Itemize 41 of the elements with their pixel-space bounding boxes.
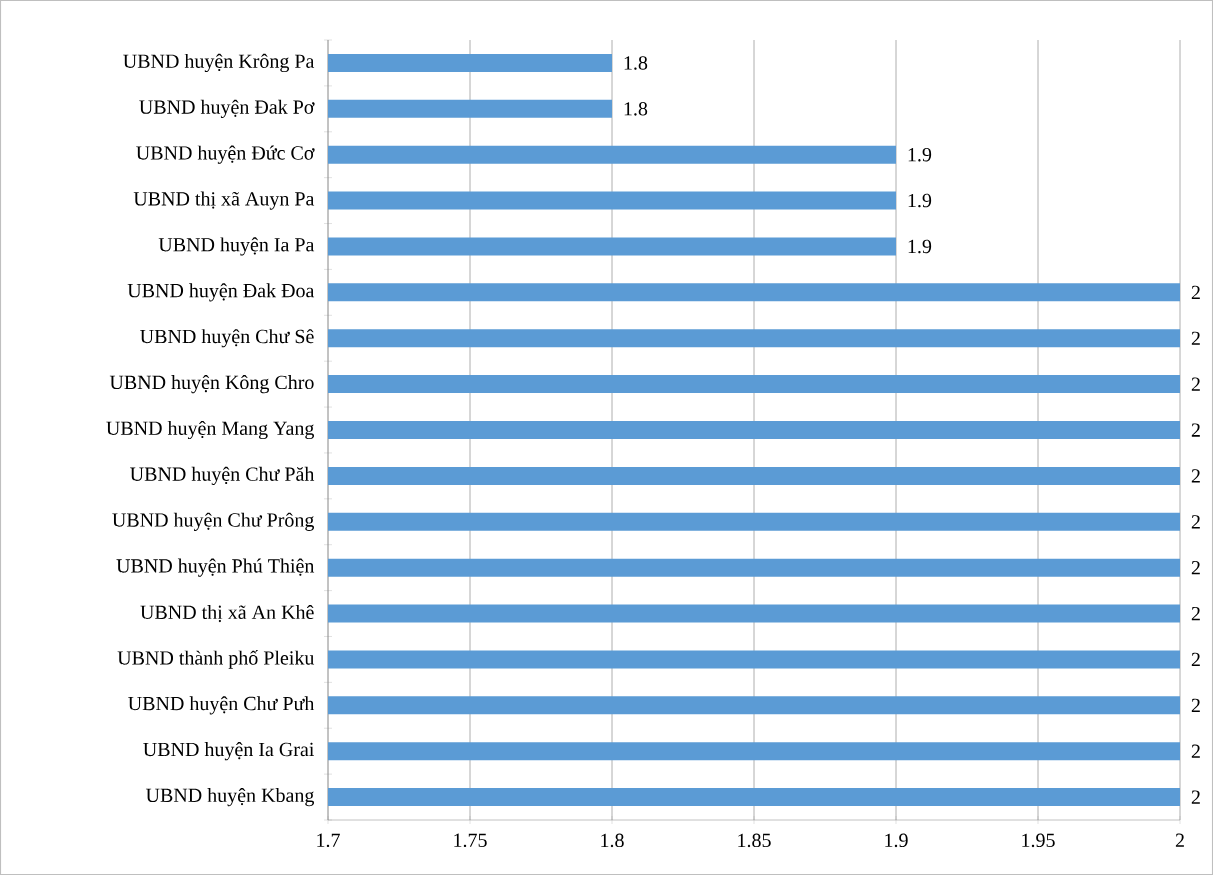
data-label: 2 bbox=[1191, 561, 1200, 575]
x-tick-label: 1.8 bbox=[601, 833, 624, 848]
y-tick-label: UBND huyện Phú Thiện bbox=[116, 558, 315, 577]
y-tick-label: UBND huyện Đak Pơ bbox=[139, 99, 315, 118]
y-tick-label: UBND huyện Chư Sê bbox=[140, 329, 314, 348]
y-tick-label: UBND huyện Chư Păh bbox=[130, 466, 315, 485]
data-label: 2 bbox=[1191, 744, 1200, 758]
y-tick-label: UBND huyện Đức Cơ bbox=[136, 145, 315, 164]
x-tick-label: 1.75 bbox=[454, 833, 487, 848]
y-tick-label: UBND huyện Chư Pưh bbox=[128, 696, 315, 715]
data-label: 2 bbox=[1191, 790, 1200, 804]
x-tick-label: 1.9 bbox=[885, 833, 908, 848]
data-label: 1.9 bbox=[908, 147, 932, 162]
data-label: 2 bbox=[1191, 652, 1200, 667]
y-tick-label: UBND huyện Mang Yang bbox=[106, 420, 315, 440]
data-label: 2 bbox=[1191, 469, 1200, 483]
x-tick-label: 1.7 bbox=[317, 833, 340, 848]
data-label: 1.9 bbox=[908, 239, 932, 254]
data-label: 2 bbox=[1191, 606, 1200, 621]
y-tick-label: UBND thành phố Pleiku bbox=[117, 650, 315, 669]
data-label: 2 bbox=[1191, 331, 1200, 345]
x-tick-label: 1.95 bbox=[1022, 833, 1055, 848]
y-tick-label: UBND huyện Kông Chro bbox=[109, 375, 314, 394]
y-tick-label: UBND huyện Ia Grai bbox=[143, 742, 315, 761]
data-label: 2 bbox=[1191, 285, 1200, 299]
data-label: 1.8 bbox=[624, 56, 648, 70]
data-label: 2 bbox=[1191, 377, 1200, 391]
y-tick-label: UBND thị xã An Khê bbox=[140, 604, 314, 623]
data-label: 1.9 bbox=[908, 193, 932, 208]
y-tick-label: UBND thị xã Auyn Pa bbox=[133, 191, 315, 210]
y-tick-label: UBND huyện Ia Pa bbox=[158, 237, 315, 256]
x-tick-label: 1.85 bbox=[738, 833, 771, 848]
x-tick-label: 2 bbox=[1175, 833, 1184, 847]
y-tick-label: UBND huyện Đak Đoa bbox=[127, 283, 315, 302]
data-label: 2 bbox=[1191, 698, 1200, 712]
y-tick-label: UBND huyện Kbang bbox=[145, 787, 315, 807]
data-label: 2 bbox=[1191, 515, 1200, 529]
data-label: 1.8 bbox=[624, 102, 648, 116]
y-tick-label: UBND huyện Krông Pa bbox=[123, 53, 315, 73]
y-tick-label: UBND huyện Chư Prông bbox=[112, 512, 315, 531]
data-label: 2 bbox=[1191, 423, 1200, 437]
